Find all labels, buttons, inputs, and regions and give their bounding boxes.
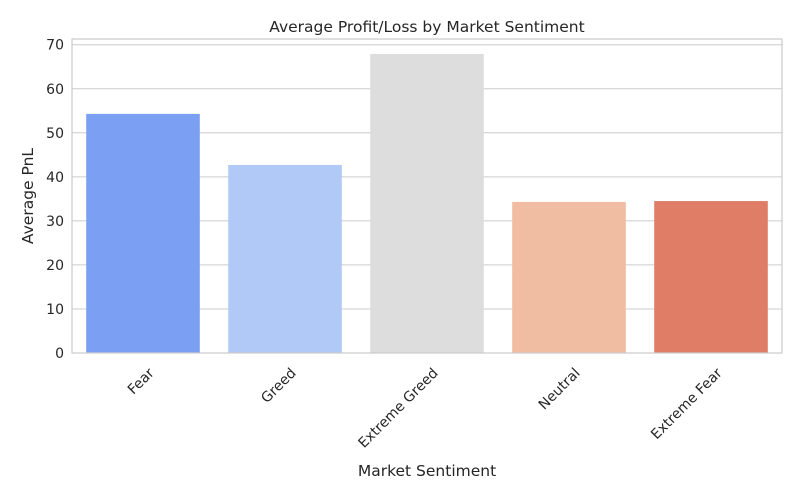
bar-extreme-fear <box>654 201 768 353</box>
y-tick-labels: 0 10 20 30 40 50 60 70 <box>46 38 64 362</box>
bar-greed <box>228 164 342 353</box>
y-tick-label: 20 <box>46 258 64 274</box>
x-tick-label: Greed <box>258 365 299 406</box>
x-tick-label: Neutral <box>536 365 584 413</box>
y-tick-label: 60 <box>46 82 64 98</box>
y-tick-label: 10 <box>46 302 64 318</box>
x-tick-label: Extreme Greed <box>355 365 441 451</box>
y-tick-label: 0 <box>55 346 64 362</box>
x-axis-label: Market Sentiment <box>358 462 496 480</box>
x-tick-label: Fear <box>125 365 158 398</box>
y-tick-label: 30 <box>46 214 64 230</box>
y-tick-label: 70 <box>46 38 64 54</box>
bar-extreme-greed <box>370 53 484 353</box>
x-tick-label: Extreme Fear <box>648 365 726 443</box>
bar-fear <box>86 113 200 353</box>
plot-frame <box>71 38 783 354</box>
y-tick-label: 40 <box>46 170 64 186</box>
y-tick-label: 50 <box>46 126 64 142</box>
chart-title: Average Profit/Loss by Market Sentiment <box>269 18 584 36</box>
bars <box>86 53 768 353</box>
y-axis-label: Average PnL <box>19 148 37 244</box>
bar-neutral <box>512 201 626 353</box>
x-tick-labels: Fear Greed Extreme Greed Neutral Extreme Fea… <box>125 365 726 451</box>
